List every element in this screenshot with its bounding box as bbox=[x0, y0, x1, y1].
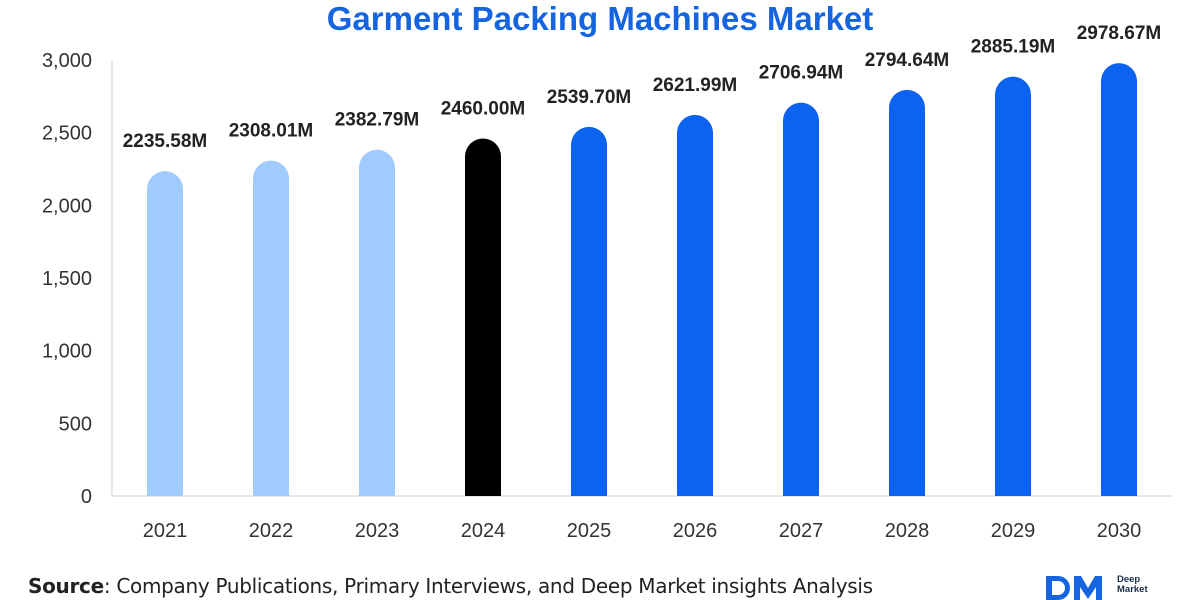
y-tick-label: 3,000 bbox=[42, 50, 92, 72]
logo-line1: Deep bbox=[1117, 574, 1141, 585]
data-label-2023: 2382.79M bbox=[335, 110, 420, 131]
y-tick-label: 2,500 bbox=[42, 123, 92, 145]
bar-2025 bbox=[571, 126, 607, 496]
x-tick-label-2026: 2026 bbox=[673, 520, 718, 542]
y-tick-label: 500 bbox=[59, 413, 92, 435]
data-label-2024: 2460.00M bbox=[441, 98, 526, 119]
y-tick-label: 1,500 bbox=[42, 268, 92, 290]
bar-2024 bbox=[465, 138, 501, 496]
bar-2029 bbox=[995, 76, 1031, 496]
brand-logo: Deep Market bbox=[1044, 571, 1174, 600]
data-label-2028: 2794.64M bbox=[865, 50, 950, 71]
x-tick-label-2021: 2021 bbox=[143, 520, 188, 542]
bar-2030 bbox=[1101, 63, 1137, 496]
bar-2028 bbox=[889, 89, 925, 497]
y-tick-label: 2,000 bbox=[42, 195, 92, 217]
x-tick-label-2030: 2030 bbox=[1097, 520, 1142, 542]
x-tick-label-2025: 2025 bbox=[567, 520, 612, 542]
x-tick-label-2024: 2024 bbox=[461, 520, 506, 542]
logo-text: Deep Market bbox=[1117, 575, 1148, 595]
data-label-2025: 2539.70M bbox=[547, 87, 632, 108]
data-label-2030: 2978.67M bbox=[1077, 23, 1162, 44]
bar-2026 bbox=[677, 114, 713, 497]
data-label-2022: 2308.01M bbox=[229, 121, 314, 142]
data-label-2021: 2235.58M bbox=[123, 131, 208, 152]
x-tick-label-2029: 2029 bbox=[991, 520, 1036, 542]
data-label-2029: 2885.19M bbox=[971, 37, 1056, 58]
bar-2023 bbox=[359, 149, 395, 497]
x-tick-label-2022: 2022 bbox=[249, 520, 294, 542]
bar-2027 bbox=[783, 102, 819, 497]
y-axis-ticks: 0 500 1,000 1,500 2,000 2,500 3,000 bbox=[42, 50, 92, 508]
x-tick-label-2027: 2027 bbox=[779, 520, 824, 542]
x-tick-label-2028: 2028 bbox=[885, 520, 930, 542]
chart-title: Garment Packing Machines Market bbox=[326, 0, 874, 37]
chart-bars bbox=[147, 63, 1137, 497]
x-axis-ticks: 2021 2022 2023 2024 2025 2026 2027 2028 2029 2030 bbox=[143, 520, 1142, 542]
y-tick-label: 1,000 bbox=[42, 341, 92, 363]
logo-line2: Market bbox=[1117, 584, 1148, 595]
data-label-2026: 2621.99M bbox=[653, 75, 738, 96]
data-label-2027: 2706.94M bbox=[759, 63, 844, 84]
y-tick-label: 0 bbox=[81, 486, 92, 508]
source-prefix: Source bbox=[28, 574, 104, 598]
bar-2021 bbox=[147, 171, 183, 496]
bar-2022 bbox=[253, 160, 289, 496]
x-tick-label-2023: 2023 bbox=[355, 520, 400, 542]
source-note: Source: Company Publications, Primary In… bbox=[28, 574, 873, 598]
source-text: : Company Publications, Primary Intervie… bbox=[103, 574, 873, 598]
chart-data-labels: 2235.58M 2308.01M 2382.79M 2460.00M 2539.70M… bbox=[123, 23, 1162, 152]
dm-logo-icon bbox=[1046, 576, 1102, 600]
